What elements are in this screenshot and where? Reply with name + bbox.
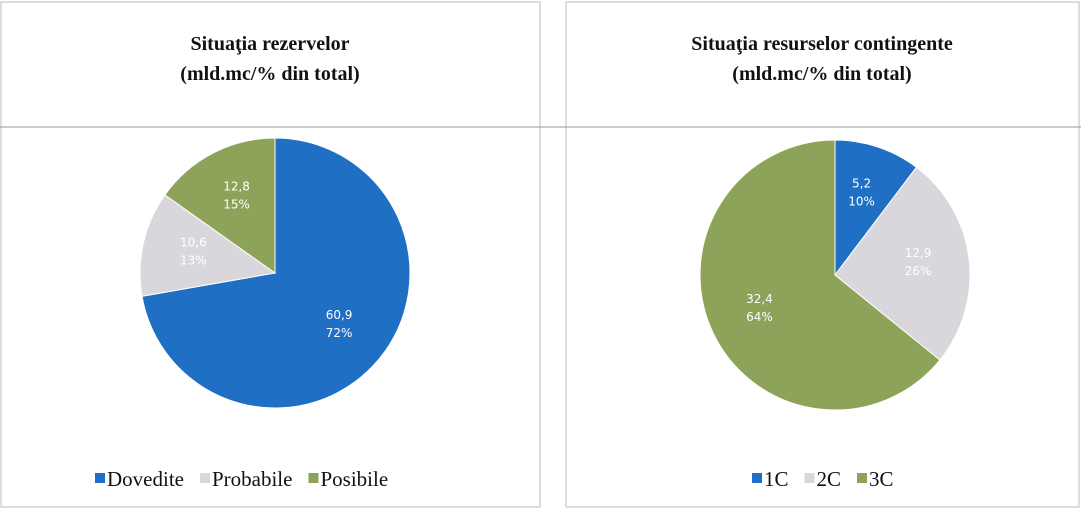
pie-slice (834, 166, 971, 361)
chart-title: Situaţia rezervelor (190, 33, 349, 55)
percent-label: 15% (223, 198, 250, 212)
value-label: 12,9 (905, 246, 932, 260)
chart-title: Situaţia resurselor contingente (691, 33, 953, 55)
panel-border (565, 1, 1080, 508)
legend-label: 3C (869, 467, 894, 491)
pie-slice (139, 194, 277, 297)
panel-border (0, 1, 541, 508)
legend-swatch (308, 473, 319, 483)
legend-label: Probabile (212, 467, 292, 491)
legend-swatch (857, 473, 868, 483)
chart-subtitle: (mld.mc/% din total) (180, 63, 359, 85)
pie-slice (164, 137, 276, 274)
value-label: 32,4 (746, 292, 773, 306)
legend-swatch (804, 473, 815, 483)
percent-label: 64% (746, 310, 773, 324)
pie-slice (141, 137, 411, 409)
pie-slice (699, 139, 941, 411)
pie-slice (834, 139, 918, 277)
legend-label: Posibile (320, 467, 388, 491)
percent-label: 13% (180, 254, 207, 268)
value-label: 12,8 (223, 180, 250, 194)
value-label: 60,9 (326, 308, 353, 322)
legend-label: 2C (817, 467, 842, 491)
percent-label: 72% (326, 326, 353, 340)
legend-label: 1C (764, 467, 789, 491)
legend-swatch (95, 473, 105, 483)
value-label: 5,2 (852, 177, 871, 191)
percent-label: 26% (905, 264, 932, 278)
percent-label: 10% (848, 195, 875, 209)
legend-swatch (752, 473, 762, 483)
legend-label: Dovedite (107, 467, 184, 491)
legend-swatch (199, 473, 210, 483)
value-label: 10,6 (180, 236, 207, 250)
chart-subtitle: (mld.mc/% din total) (732, 63, 911, 85)
